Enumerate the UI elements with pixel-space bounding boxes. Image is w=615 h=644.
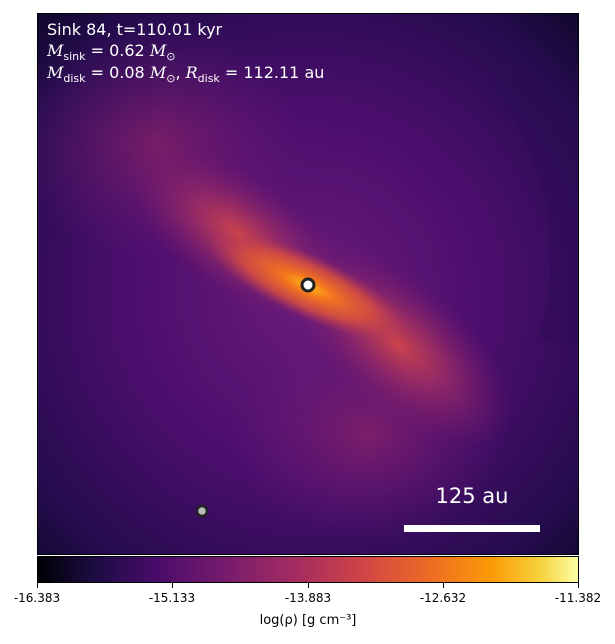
scale-bar xyxy=(404,525,540,532)
colorbar-label: log(ρ) [g cm⁻³] xyxy=(259,613,357,628)
r-disk-symbol: R xyxy=(185,63,198,82)
msun-symbol: M xyxy=(149,41,167,60)
m-disk-symbol: M xyxy=(47,63,64,82)
r-disk-value: = 112.11 au xyxy=(219,63,325,82)
colorbar-tick-1 xyxy=(172,583,173,588)
m-sink-subscript: sink xyxy=(63,50,86,64)
colorbar-tick-label-0: -16.383 xyxy=(13,591,61,605)
colorbar xyxy=(37,556,579,583)
colorbar-tick-3 xyxy=(443,583,444,588)
msun-subscript-2: ⊙ xyxy=(166,72,176,86)
colorbar-tick-2 xyxy=(308,583,309,588)
colorbar-tick-label-2: -13.883 xyxy=(284,591,332,605)
scale-bar-label: 125 au xyxy=(435,484,509,508)
separator: , xyxy=(175,63,186,82)
msun-symbol-2: M xyxy=(149,63,167,82)
m-disk-value: = 0.08 xyxy=(85,63,150,82)
secondary-sink-marker xyxy=(195,504,209,518)
colorbar-tick-4 xyxy=(578,583,579,588)
colorbar-tick-0 xyxy=(37,583,38,588)
colorbar-tick-label-4: -11.382 xyxy=(554,591,602,605)
disk-info-line: Mdisk = 0.08 M⊙, Rdisk = 112.11 au xyxy=(47,63,324,89)
sink-mass-line: Msink = 0.62 M⊙ xyxy=(47,41,175,67)
m-disk-subscript: disk xyxy=(63,72,86,86)
r-disk-subscript: disk xyxy=(197,72,220,86)
m-sink-symbol: M xyxy=(47,41,64,60)
sink-info-title: Sink 84, t=110.01 kyr xyxy=(47,20,223,39)
colorbar-tick-label-1: -15.133 xyxy=(148,591,196,605)
dark-filament xyxy=(491,62,578,350)
density-map xyxy=(37,13,579,555)
density-map-svg xyxy=(38,14,578,554)
msun-subscript: ⊙ xyxy=(166,50,176,64)
primary-sink-marker xyxy=(300,277,316,293)
m-sink-value: = 0.62 xyxy=(85,41,150,60)
colorbar-tick-label-3: -12.632 xyxy=(419,591,467,605)
